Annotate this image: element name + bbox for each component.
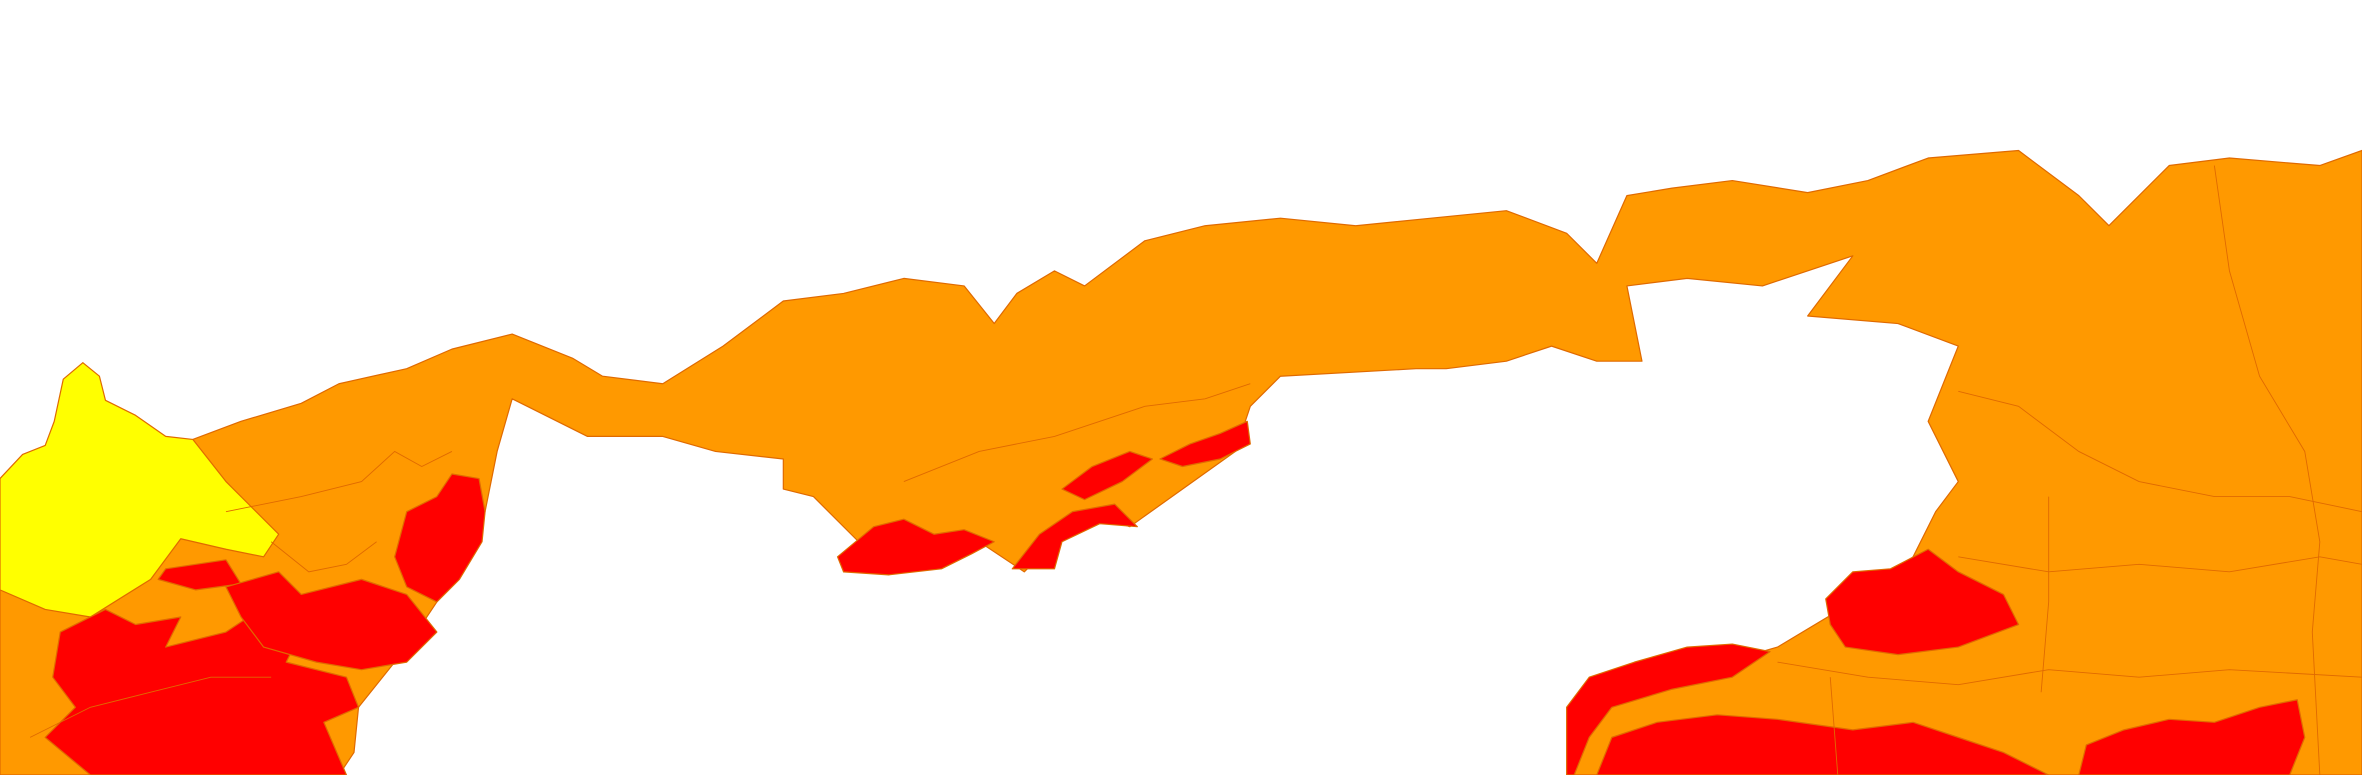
zone-high-bay-2[interactable] [1011, 503, 1138, 570]
zone-high-ridge-2[interactable] [225, 571, 438, 671]
boundary-line [903, 383, 1251, 482]
zone-high-bay[interactable] [836, 518, 995, 576]
zone-high-south[interactable] [1596, 714, 2050, 775]
zone-high-east-1[interactable] [1566, 643, 1771, 775]
zone-high-southeast[interactable] [2078, 699, 2306, 775]
boundary-line [1958, 556, 2362, 573]
boundary-line [270, 541, 377, 573]
zone-high-coast-2[interactable] [1159, 420, 1251, 468]
boundary-line [1829, 677, 1839, 775]
zone-high-east-2[interactable] [1825, 548, 2020, 656]
zone-high-central-west[interactable] [394, 473, 486, 603]
boundary-line [1777, 661, 2362, 686]
boundary-line [225, 450, 453, 513]
boundary-line [2213, 165, 2321, 775]
district-boundaries [29, 165, 2362, 775]
zone-high-ridge-1[interactable] [157, 559, 242, 591]
zone-low[interactable] [0, 362, 280, 618]
zone-high-coast[interactable] [1061, 450, 1153, 501]
boundary-line [1958, 390, 2362, 513]
zone-red-layer [44, 420, 2306, 775]
boundary-line [29, 676, 272, 738]
zone-yellow-layer [0, 362, 280, 618]
boundary-line [2040, 496, 2050, 693]
